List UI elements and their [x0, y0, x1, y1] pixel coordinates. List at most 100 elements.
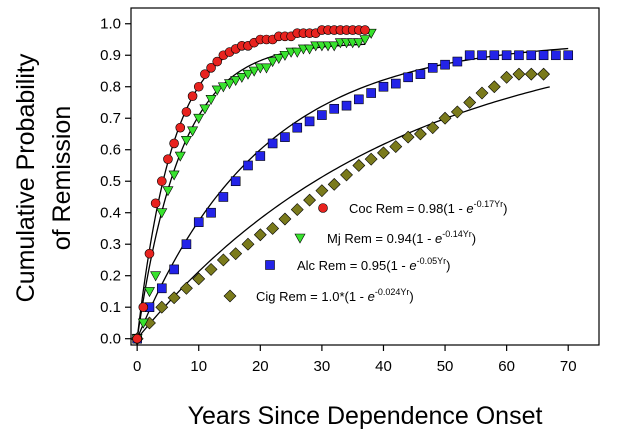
- data-point-2: [489, 50, 500, 61]
- plot-frame: [130, 7, 600, 346]
- data-point-2: [477, 50, 487, 61]
- data-point-3: [463, 96, 477, 109]
- x-tick-label: 0: [133, 358, 141, 375]
- legend-suffix: ): [472, 231, 476, 246]
- data-point-0: [138, 302, 149, 313]
- x-tick-label: 70: [560, 358, 577, 375]
- data-point-3: [426, 121, 440, 135]
- data-point-2: [255, 151, 266, 161]
- x-tick-label: 20: [252, 358, 269, 375]
- data-point-0: [169, 138, 179, 149]
- data-point-3: [167, 291, 181, 305]
- data-point-0: [175, 122, 186, 133]
- data-point-2: [304, 116, 315, 127]
- data-point-2: [181, 239, 192, 250]
- data-point-3: [364, 152, 378, 166]
- legend-prefix: Cig Rem = 1.0*(1 -: [256, 289, 368, 304]
- data-point-2: [452, 56, 463, 67]
- data-point-3: [179, 281, 193, 295]
- data-point-1: [205, 95, 217, 105]
- data-point-3: [352, 159, 366, 172]
- legend-suffix: ): [503, 201, 507, 216]
- data-point-3: [303, 193, 317, 207]
- y-axis-title-line-2: of Remission: [48, 106, 76, 251]
- data-point-3: [475, 86, 489, 100]
- data-point-1: [199, 104, 211, 115]
- data-point-2: [218, 192, 229, 202]
- y-tick-label: 0.0: [100, 331, 121, 348]
- data-point-3: [401, 130, 415, 144]
- data-point-3: [204, 262, 218, 276]
- y-tick-label: 0.6: [100, 142, 121, 159]
- legend-e: e: [368, 289, 375, 304]
- legend: Coc Rem = 0.98(1 - e-0.17Yr) Mj Rem = 0.9…: [223, 199, 508, 304]
- data-point-2: [390, 78, 401, 89]
- data-point-3: [413, 127, 427, 141]
- data-point-1: [193, 113, 205, 124]
- data-point-2: [193, 217, 204, 227]
- y-tick-label: 0.3: [100, 236, 121, 253]
- legend-label-0: Coc Rem = 0.98(1 - e-0.17Yr): [349, 199, 508, 216]
- data-point-2: [156, 283, 167, 294]
- legend-exponent: -0.024Yr: [375, 287, 410, 297]
- data-point-1: [156, 208, 168, 219]
- data-point-2: [230, 176, 241, 187]
- legend-prefix: Alc Rem = 0.95(1 -: [297, 258, 409, 273]
- data-point-2: [464, 50, 475, 61]
- data-point-3: [229, 247, 243, 261]
- data-point-1: [279, 50, 291, 61]
- data-point-1: [162, 186, 174, 197]
- data-point-2: [403, 72, 413, 83]
- data-point-3: [290, 203, 304, 216]
- legend-e: e: [435, 231, 442, 246]
- fit-curve-3: [136, 86, 550, 340]
- data-point-2: [206, 207, 216, 218]
- data-point-0: [193, 81, 204, 92]
- data-point-1: [242, 69, 254, 80]
- data-point-2: [329, 103, 340, 114]
- data-point-3: [278, 212, 292, 226]
- data-point-1: [353, 38, 365, 49]
- data-point-2: [292, 122, 303, 133]
- data-point-1: [180, 135, 192, 146]
- data-point-3: [438, 111, 452, 125]
- data-point-2: [551, 50, 561, 61]
- data-point-2: [415, 69, 426, 79]
- data-point-3: [512, 67, 526, 81]
- y-axis-title-line-1: Cumulative Probability: [12, 53, 40, 302]
- data-point-2: [501, 50, 512, 61]
- data-point-1: [236, 72, 248, 83]
- data-point-2: [526, 50, 537, 61]
- data-point-3: [315, 184, 329, 198]
- data-point-1: [217, 82, 229, 93]
- x-tick-label: 50: [437, 358, 454, 375]
- x-tick-label: 10: [190, 358, 207, 375]
- data-point-0: [212, 56, 223, 67]
- data-point-0: [206, 63, 216, 73]
- data-point-3: [524, 67, 538, 81]
- data-point-3: [389, 140, 403, 154]
- data-point-3: [327, 177, 341, 191]
- data-point-1: [328, 41, 340, 52]
- y-tick-label: 0.9: [100, 47, 121, 64]
- data-point-1: [137, 318, 149, 329]
- legend-suffix: ): [446, 258, 450, 273]
- data-point-2: [440, 59, 450, 70]
- data-point-2: [169, 264, 179, 275]
- data-point-3: [487, 80, 501, 94]
- data-point-3: [155, 300, 169, 314]
- legend-e: e: [466, 201, 473, 216]
- data-point-1: [224, 79, 236, 90]
- data-point-2: [267, 138, 278, 149]
- legend-label-2: Alc Rem = 0.95(1 - e-0.05Yr): [297, 256, 450, 273]
- data-point-1: [291, 47, 303, 58]
- legend-prefix: Mj Rem = 0.94(1 -: [327, 231, 435, 246]
- data-point-0: [144, 248, 155, 259]
- data-point-3: [253, 228, 267, 242]
- axis-ticks: 0 10 20 30 40 50 60 70 0.0 0.1 0.2 0.3 0.4 0.5 0.6 0.7 0…: [100, 16, 576, 375]
- x-tick-label: 30: [314, 358, 331, 375]
- data-point-1: [304, 44, 316, 55]
- data-point-1: [267, 57, 279, 68]
- data-point-1: [260, 63, 272, 74]
